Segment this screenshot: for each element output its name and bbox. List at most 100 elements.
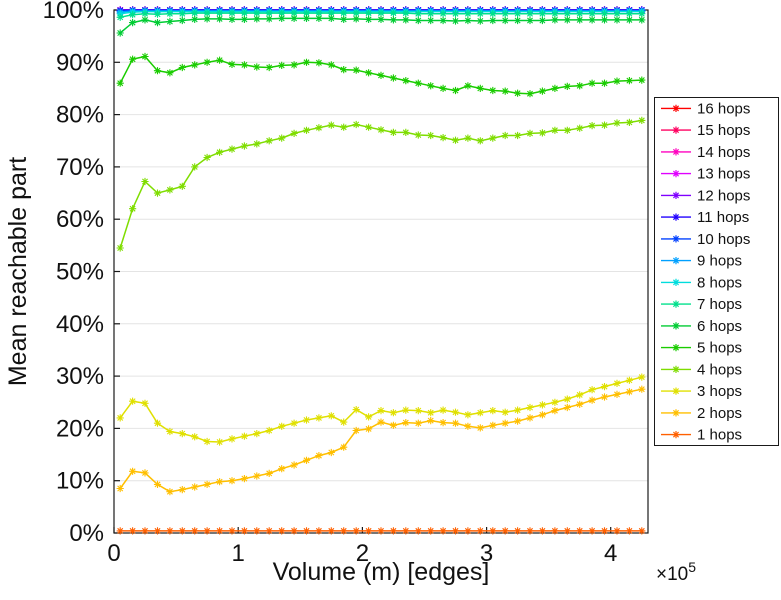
series-marker-asterisk — [290, 14, 298, 22]
x-tick-label: 0 — [107, 540, 120, 567]
y-axis-label: Mean reachable part — [4, 157, 32, 386]
series-marker-asterisk — [588, 527, 596, 535]
series-marker-asterisk — [427, 10, 435, 18]
series-marker-asterisk — [191, 433, 199, 441]
series-marker-asterisk — [538, 527, 547, 535]
x-axis-multiplier: ×105 — [656, 559, 696, 585]
series-marker-asterisk — [116, 29, 124, 37]
series-marker-asterisk — [613, 379, 621, 387]
series-marker-asterisk — [228, 9, 236, 17]
series-marker-asterisk — [427, 527, 435, 535]
legend-entry-1-hops: 1 hops — [661, 427, 742, 444]
series-marker-asterisk — [501, 419, 509, 427]
legend-label: 4 hops — [697, 361, 742, 378]
series-line — [119, 388, 642, 493]
series-line — [119, 119, 642, 249]
series-marker-asterisk — [166, 17, 174, 26]
series-marker-asterisk — [389, 128, 397, 136]
series-marker-asterisk — [389, 409, 397, 417]
series-marker-asterisk — [116, 13, 124, 21]
series-marker-asterisk — [501, 131, 509, 140]
series-marker-asterisk — [427, 417, 435, 425]
series-marker-asterisk — [402, 9, 410, 17]
x-tick-label: 3 — [480, 540, 493, 567]
legend-entry-10-hops: 10 hops — [661, 231, 750, 248]
series-marker-asterisk — [203, 58, 211, 66]
y-tick-label: 10% — [56, 468, 104, 495]
series-marker-asterisk — [315, 527, 323, 535]
y-tick-label: 70% — [56, 154, 104, 181]
series-marker-asterisk — [340, 9, 348, 17]
series-marker-asterisk — [129, 19, 137, 27]
series-marker-asterisk — [278, 465, 286, 473]
series-marker-asterisk — [389, 74, 397, 82]
series-marker-asterisk — [625, 376, 634, 384]
series-marker-asterisk — [377, 527, 385, 535]
series-marker-asterisk — [166, 69, 174, 77]
series-marker-asterisk — [240, 9, 248, 17]
series-marker-asterisk — [414, 419, 422, 427]
series-marker-asterisk — [638, 76, 646, 84]
series-marker-asterisk — [129, 11, 137, 19]
series-marker-asterisk — [476, 10, 484, 18]
series-marker-asterisk — [476, 527, 484, 535]
series-marker-asterisk — [451, 136, 460, 144]
series-marker-asterisk — [551, 84, 559, 93]
series-marker-asterisk — [377, 15, 385, 23]
series-marker-asterisk — [526, 10, 534, 18]
series-marker-asterisk — [501, 10, 509, 18]
y-tick-label: 50% — [56, 259, 104, 286]
series-marker-asterisk — [327, 412, 335, 420]
series-marker-asterisk — [526, 129, 534, 137]
legend-entry-9-hops: 9 hops — [661, 253, 742, 270]
series-marker-asterisk — [365, 123, 373, 131]
series-marker-asterisk — [365, 413, 373, 421]
legend-marker-asterisk — [672, 300, 680, 308]
series-marker-asterisk — [290, 419, 298, 427]
y-tick-label: 80% — [56, 102, 104, 129]
series-marker-asterisk — [489, 86, 497, 95]
series-marker-asterisk — [538, 129, 547, 137]
series-marker-asterisk — [501, 408, 509, 416]
series-marker-asterisk — [290, 61, 298, 69]
series-marker-asterisk — [153, 527, 162, 535]
series-marker-asterisk — [178, 527, 186, 535]
series-marker-asterisk — [203, 15, 211, 23]
series-marker-asterisk — [464, 134, 472, 142]
series-marker-asterisk — [191, 527, 199, 535]
series-marker-asterisk — [625, 76, 634, 85]
x-axis-label: Volume (m) [edges] — [273, 558, 490, 586]
series-marker-asterisk — [116, 79, 124, 87]
series-marker-asterisk — [302, 416, 311, 424]
series-marker-asterisk — [513, 417, 522, 425]
series-marker-asterisk — [464, 82, 472, 90]
legend: 16 hops 15 hops 14 hops 13 hops 12 hops 11 ho… — [654, 97, 779, 446]
y-tick-label: 0% — [69, 520, 104, 547]
series-marker-asterisk — [625, 10, 634, 18]
series-marker-asterisk — [600, 121, 609, 129]
series-marker-asterisk — [315, 414, 323, 422]
series-marker-asterisk — [116, 414, 124, 422]
x-tick-label: 1 — [232, 540, 245, 567]
series-marker-asterisk — [203, 437, 211, 446]
series-marker-asterisk — [116, 244, 124, 252]
series-marker-asterisk — [588, 121, 596, 130]
series-6-hops — [116, 14, 646, 37]
legend-marker-asterisk — [672, 126, 680, 134]
series-marker-asterisk — [576, 391, 584, 399]
legend-label: 5 hops — [697, 340, 742, 357]
series-marker-asterisk — [389, 527, 397, 535]
series-marker-asterisk — [129, 397, 137, 405]
series-marker-asterisk — [141, 10, 149, 18]
legend-label: 13 hops — [697, 166, 750, 183]
legend-marker-asterisk — [672, 170, 680, 178]
series-marker-asterisk — [141, 469, 149, 477]
series-marker-asterisk — [402, 406, 410, 414]
series-marker-asterisk — [340, 418, 348, 426]
series-marker-asterisk — [439, 419, 447, 427]
legend-marker-asterisk — [672, 148, 680, 156]
series-marker-asterisk — [563, 16, 571, 24]
legend-label: 11 hops — [697, 209, 749, 226]
legend-marker-asterisk — [672, 278, 680, 286]
series-marker-asterisk — [216, 15, 224, 23]
